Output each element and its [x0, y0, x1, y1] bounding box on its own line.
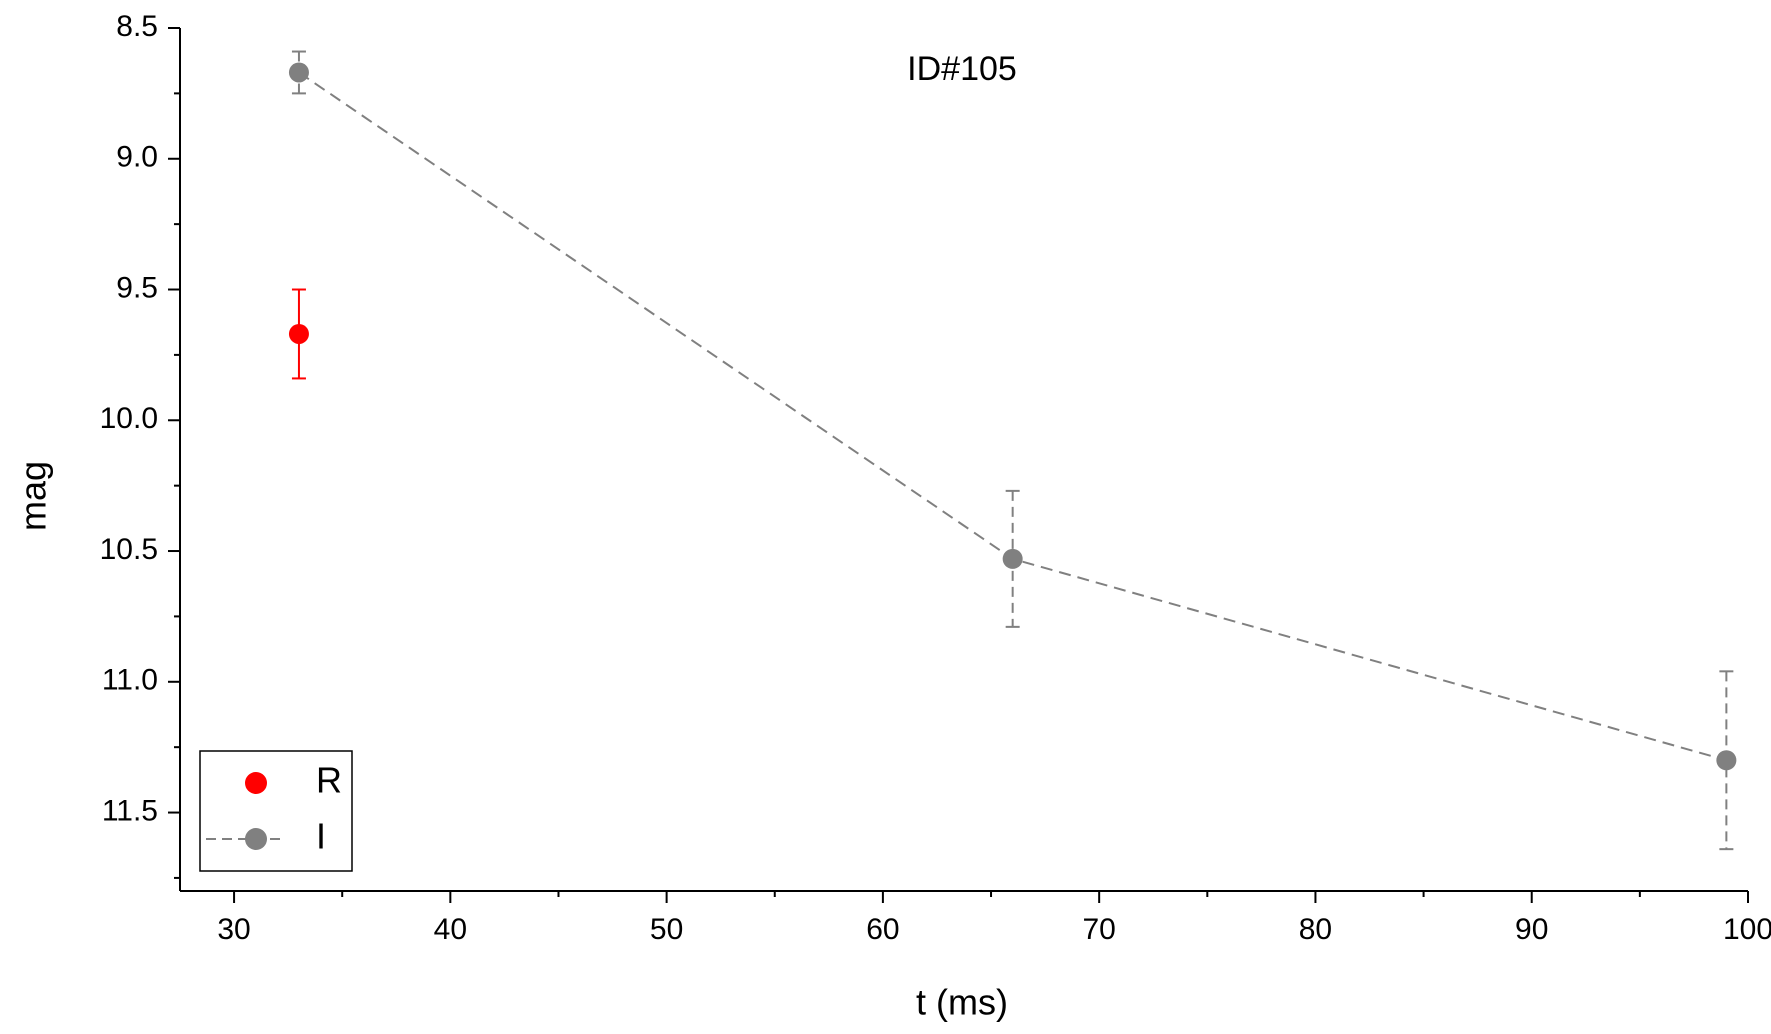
y-tick-label: 8.5	[116, 10, 158, 43]
point	[1716, 750, 1737, 771]
point	[288, 62, 309, 83]
x-tick-label: 30	[217, 913, 250, 946]
x-tick-label: 60	[866, 913, 899, 946]
x-tick-label: 70	[1082, 913, 1115, 946]
legend-marker	[245, 772, 267, 794]
chart-title: ID#105	[907, 50, 1017, 88]
x-tick-label: 100	[1723, 913, 1771, 946]
legend-label: I	[316, 816, 326, 857]
y-tick-label: 9.5	[116, 271, 158, 304]
point	[1002, 548, 1023, 569]
y-axis-label: mag	[13, 461, 54, 531]
y-tick-label: 9.0	[116, 141, 158, 174]
point	[288, 323, 309, 344]
y-tick-label: 10.5	[100, 533, 158, 566]
x-axis-label: t (ms)	[916, 982, 1008, 1023]
x-tick-label: 80	[1299, 913, 1332, 946]
series-line	[298, 71, 1727, 762]
y-tick-label: 10.0	[100, 402, 158, 435]
legend-marker	[245, 828, 267, 850]
legend-box	[199, 750, 353, 872]
y-tick-label: 11.0	[102, 664, 158, 697]
x-tick-label: 50	[650, 913, 683, 946]
y-tick-label: 11.5	[102, 794, 158, 827]
x-tick-label: 90	[1515, 913, 1548, 946]
legend-label: R	[316, 760, 342, 801]
x-tick-label: 40	[434, 913, 467, 946]
